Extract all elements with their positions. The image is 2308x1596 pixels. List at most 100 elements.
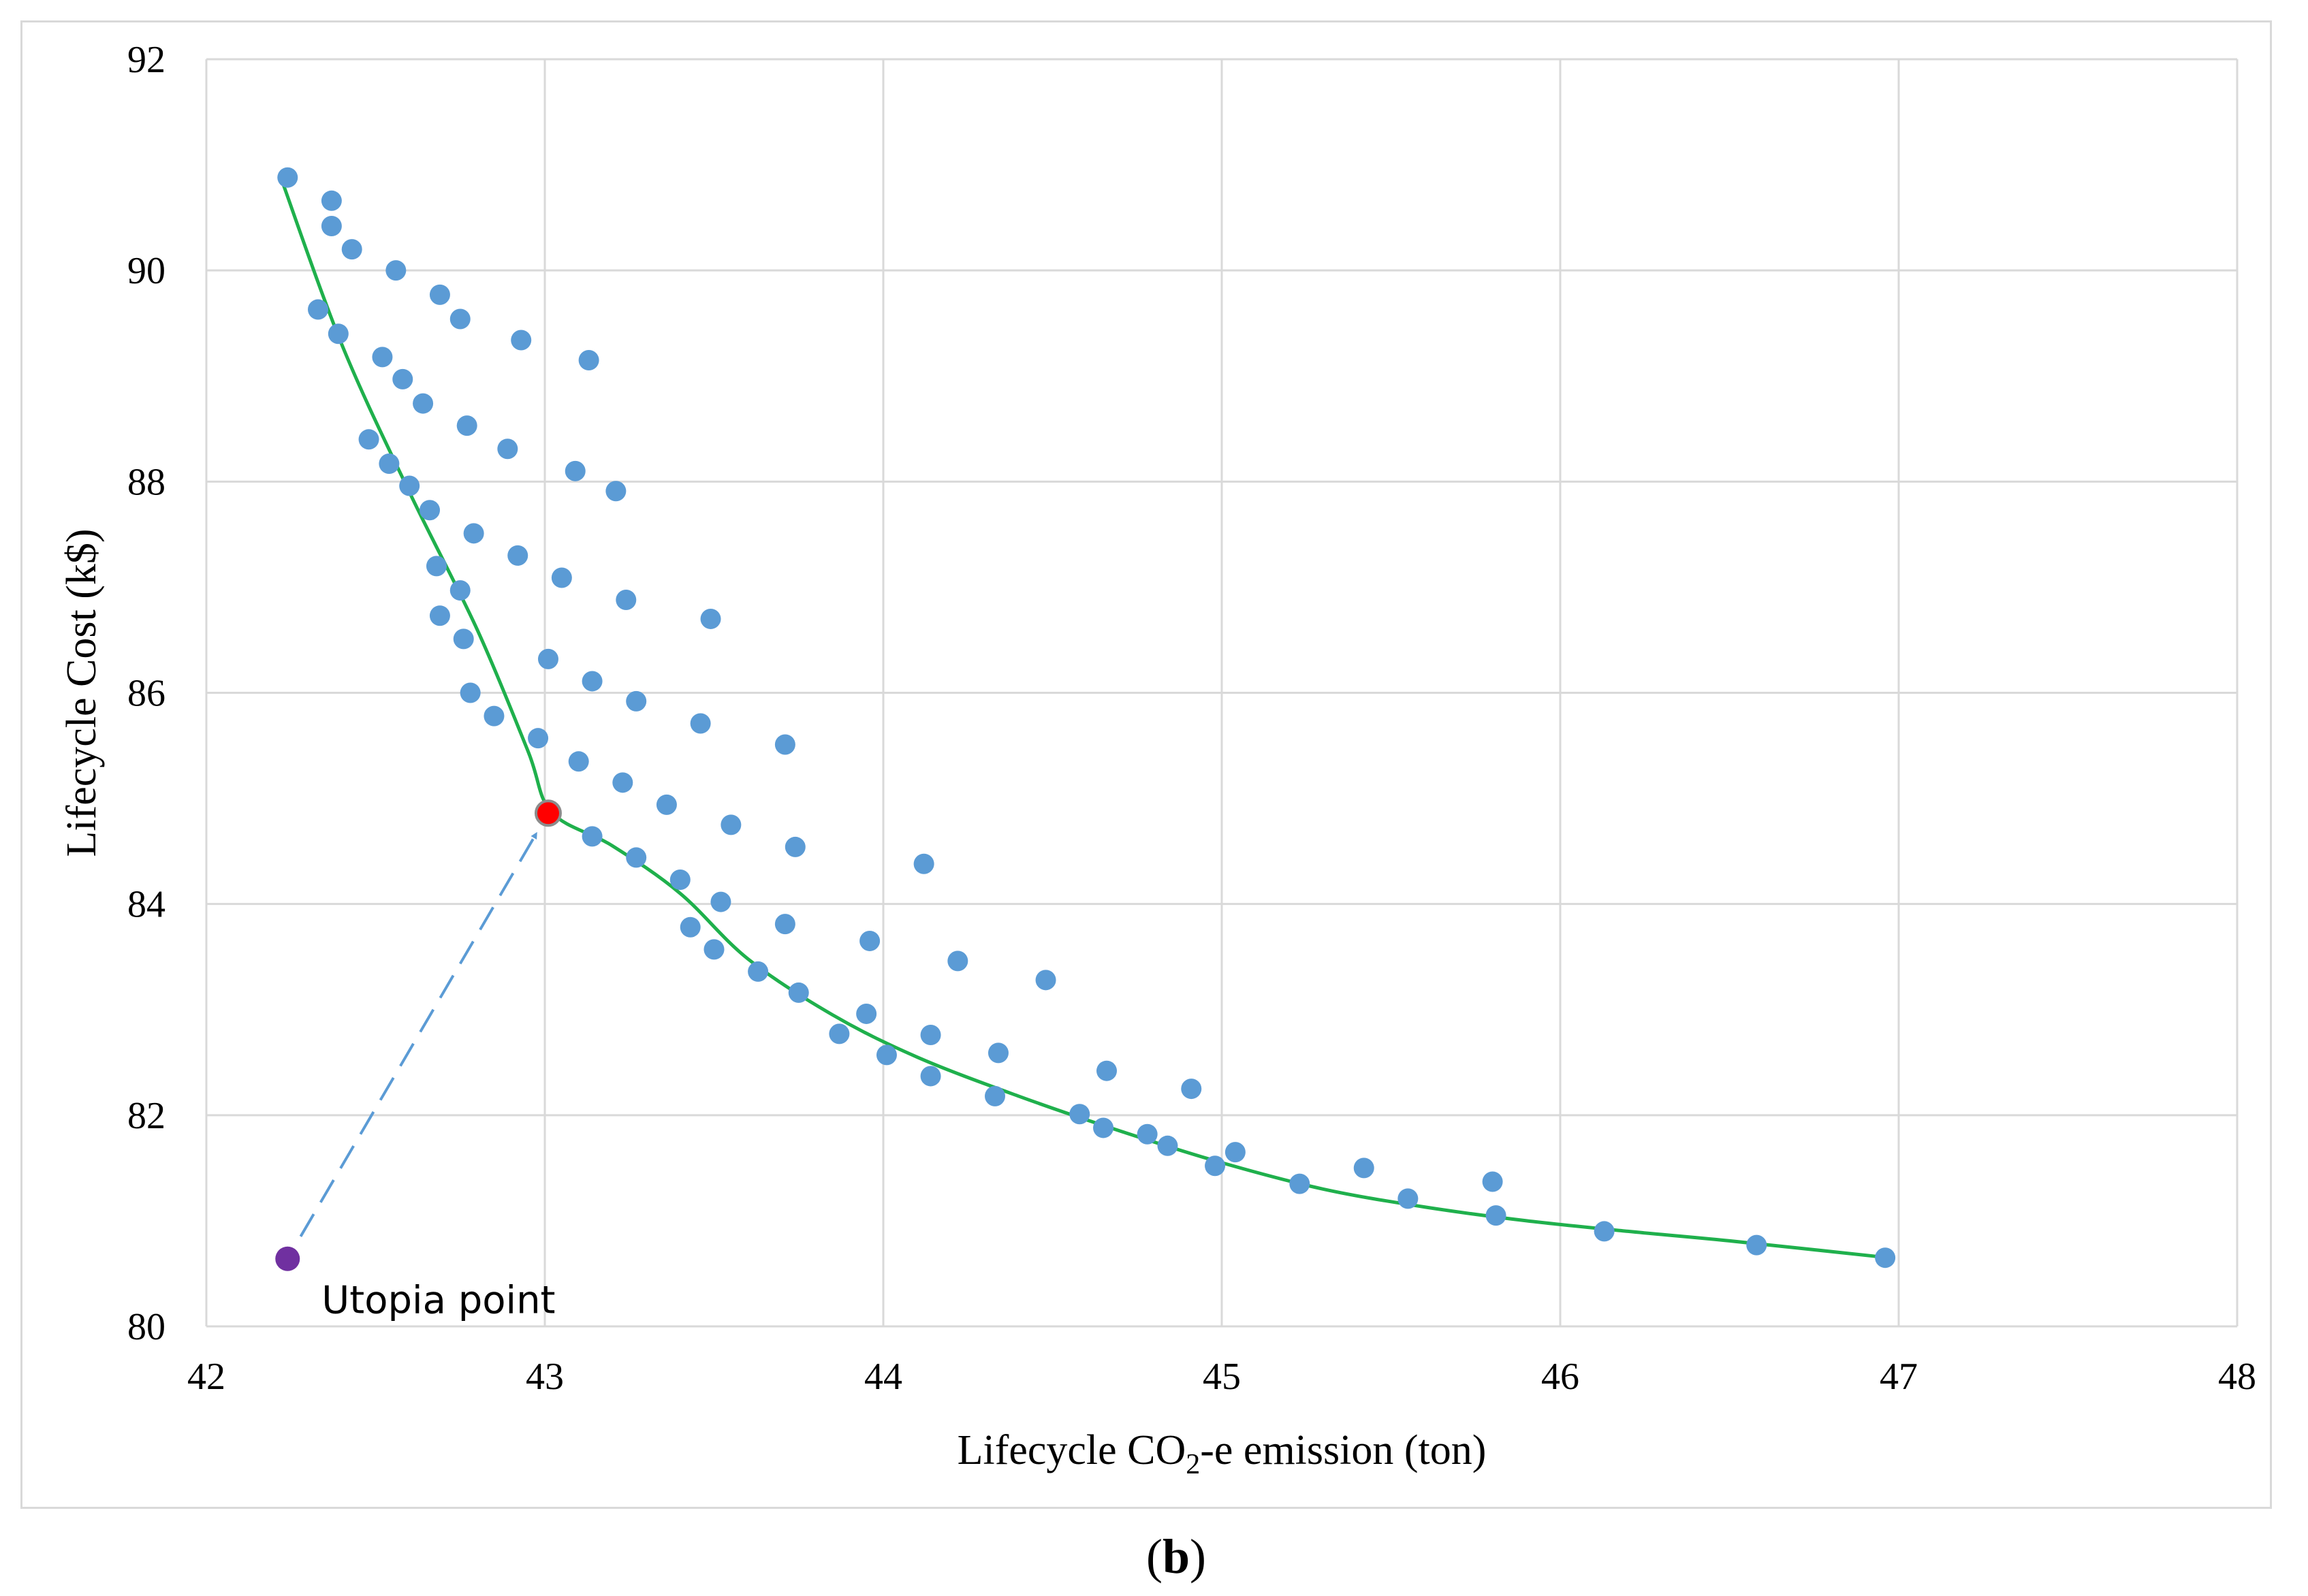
x-tick-label: 44 xyxy=(864,1356,902,1398)
data-point xyxy=(1093,1117,1114,1138)
data-point xyxy=(511,330,532,351)
data-point xyxy=(321,216,342,237)
data-point xyxy=(690,713,711,734)
data-point xyxy=(616,590,637,611)
data-point xyxy=(1224,1142,1246,1163)
data-point xyxy=(463,523,484,544)
data-point xyxy=(985,1085,1006,1106)
data-point xyxy=(372,347,393,368)
data-point xyxy=(358,429,379,450)
data-point xyxy=(920,1024,941,1045)
data-point xyxy=(859,930,881,951)
data-point xyxy=(785,836,806,857)
data-point xyxy=(456,415,477,436)
y-tick-label: 82 xyxy=(127,1095,165,1137)
tick-labels: 42 43 44 45 46 47 48 80 82 84 86 88 90 92 xyxy=(127,39,2256,1398)
data-point xyxy=(328,323,349,345)
data-point xyxy=(321,190,342,211)
data-point xyxy=(1137,1123,1158,1145)
data-point xyxy=(507,545,528,566)
selected-point xyxy=(534,799,562,827)
y-axis-title: Lifecycle Cost (k$) xyxy=(59,528,105,857)
data-point xyxy=(528,728,549,749)
data-point xyxy=(626,847,647,868)
caption-open-paren: ( xyxy=(1146,1529,1163,1584)
gridlines xyxy=(205,58,2239,1328)
data-point xyxy=(426,556,447,577)
data-point xyxy=(582,826,603,847)
data-point xyxy=(379,453,400,474)
data-point xyxy=(449,308,471,330)
data-point xyxy=(484,705,505,727)
x-tick-label: 42 xyxy=(187,1356,225,1398)
data-point xyxy=(1035,970,1056,991)
data-point xyxy=(876,1044,897,1066)
data-point xyxy=(987,1042,1009,1064)
utopia-point xyxy=(275,1246,300,1271)
x-tick-label: 43 xyxy=(526,1356,564,1398)
data-point xyxy=(277,167,298,188)
data-point xyxy=(774,734,795,755)
data-point xyxy=(497,438,518,460)
data-point xyxy=(920,1066,941,1087)
data-point xyxy=(413,393,434,414)
data-point xyxy=(568,751,589,772)
x-axis-title-main: Lifecycle CO xyxy=(958,1427,1186,1473)
figure-caption: (b) xyxy=(1146,1529,1206,1584)
data-point xyxy=(947,951,968,972)
data-point xyxy=(626,690,647,712)
data-point xyxy=(704,939,725,960)
data-point xyxy=(578,349,599,370)
utopia-point-label: Utopia point xyxy=(321,1279,555,1323)
data-point xyxy=(788,982,809,1003)
data-point xyxy=(420,500,441,521)
data-point xyxy=(1069,1104,1090,1125)
data-point xyxy=(1594,1221,1615,1242)
x-axis-title-rest: -e emission (ton) xyxy=(1200,1427,1486,1473)
data-point xyxy=(700,608,721,629)
data-point xyxy=(308,299,329,320)
data-point xyxy=(721,814,742,835)
caption-letter: b xyxy=(1163,1529,1190,1584)
data-point xyxy=(1482,1171,1503,1192)
data-point xyxy=(537,648,558,669)
utopia-arrow-layer xyxy=(299,831,538,1237)
x-tick-label: 46 xyxy=(1541,1356,1579,1398)
x-tick-label: 48 xyxy=(2218,1356,2256,1398)
data-point xyxy=(1746,1234,1767,1256)
data-point xyxy=(453,628,474,650)
data-point xyxy=(605,481,627,502)
data-point xyxy=(1485,1205,1506,1226)
data-point xyxy=(612,772,633,793)
data-point xyxy=(1289,1173,1310,1194)
y-tick-label: 84 xyxy=(127,884,165,926)
data-point xyxy=(565,460,586,481)
data-point xyxy=(460,682,481,703)
scatter-points-layer xyxy=(277,167,1896,1268)
data-point xyxy=(429,284,450,305)
data-point xyxy=(1157,1135,1178,1156)
data-point xyxy=(1353,1158,1374,1179)
data-point xyxy=(856,1003,877,1024)
data-point xyxy=(399,475,420,496)
y-tick-label: 80 xyxy=(127,1306,165,1348)
x-tick-label: 45 xyxy=(1203,1356,1241,1398)
data-point xyxy=(429,605,450,626)
y-tick-label: 90 xyxy=(127,250,165,292)
utopia-arrow xyxy=(299,831,538,1237)
x-axis-title: Lifecycle CO2-e emission (ton) xyxy=(958,1427,1487,1480)
data-point xyxy=(680,916,701,938)
data-point xyxy=(748,961,769,982)
data-point xyxy=(829,1023,850,1044)
data-point xyxy=(1205,1155,1226,1177)
data-point xyxy=(341,239,362,260)
data-point xyxy=(551,567,572,588)
data-point xyxy=(1096,1060,1118,1081)
data-point xyxy=(710,891,731,912)
y-tick-label: 88 xyxy=(127,461,165,503)
data-point xyxy=(1397,1188,1419,1209)
data-point xyxy=(1181,1079,1202,1100)
highlight-points-layer xyxy=(275,799,562,1271)
data-point xyxy=(656,794,677,815)
